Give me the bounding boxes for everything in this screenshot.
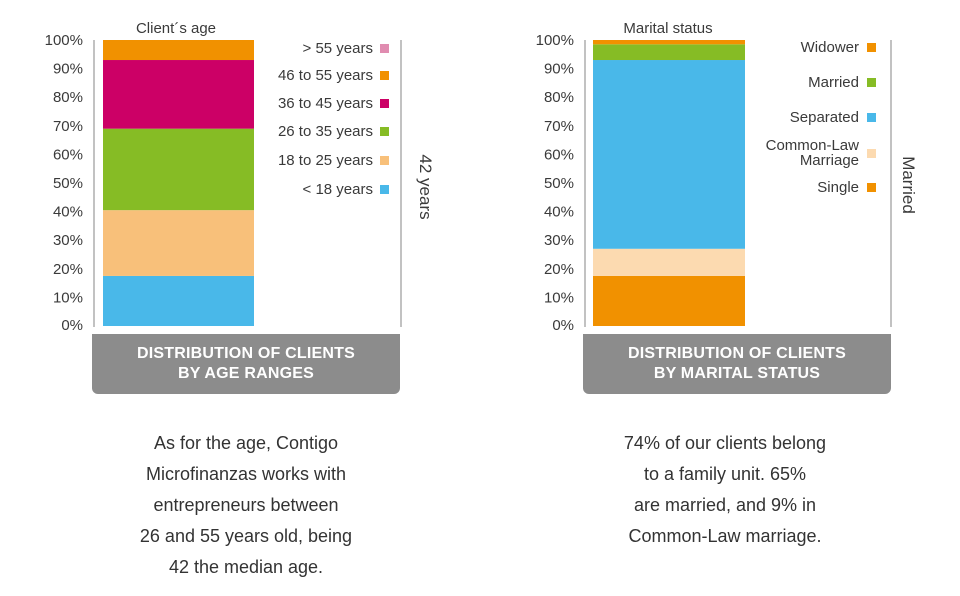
marital-y-tick-label: 10% [544, 289, 574, 306]
age-legend-label-55-years: > 55 years [303, 40, 373, 57]
age-y-tick-label: 50% [53, 175, 83, 192]
age-legend-label-18-years: < 18 years [303, 181, 373, 198]
age-y-tick-label: 60% [53, 146, 83, 163]
marital-y-tick-label: 40% [544, 204, 574, 221]
age-legend-swatch-26-to-35-years [380, 127, 389, 136]
marital-y-tick-label: 80% [544, 89, 574, 106]
age-y-tick-label: 70% [53, 118, 83, 135]
age-bar-segment-18-years [103, 275, 254, 326]
marital-legend-label-widower: Widower [801, 39, 859, 56]
marital-note-line: Common-Law marriage. [628, 526, 822, 546]
marital-y-tick-label: 90% [544, 61, 574, 78]
marital-banner: DISTRIBUTION OF CLIENTS BY MARITAL STATU… [583, 334, 891, 394]
marital-note: 74% of our clients belong to a family un… [575, 428, 875, 552]
marital-y-tick-label: 60% [544, 146, 574, 163]
age-banner-line2: BY AGE RANGES [178, 365, 314, 382]
marital-bar-segment-common-law-marriage [593, 248, 745, 276]
marital-legend-swatch-widower [867, 43, 876, 52]
age-bar-segment-46-to-55-years [103, 40, 254, 61]
marital-bar-segment-widower [593, 40, 745, 45]
age-legend-label-46-to-55-years: 46 to 55 years [278, 67, 373, 84]
age-bar-segment-36-to-45-years [103, 60, 254, 129]
age-y-tick-label: 20% [53, 261, 83, 278]
age-bar-segment-26-to-35-years [103, 128, 254, 211]
marital-y-tick-label: 30% [544, 232, 574, 249]
age-y-tick-label: 0% [61, 317, 83, 330]
marital-note-line: to a family unit. 65% [643, 464, 807, 484]
age-y-tick-label: 90% [53, 61, 83, 78]
age-legend-label-18-to-25-years: 18 to 25 years [278, 152, 373, 169]
age-legend-swatch-36-to-45-years [380, 99, 389, 108]
age-y-tick-label: 40% [53, 204, 83, 221]
age-chart: Client´s age 0% 10% 20% 30% 40% 50% 60% 70% 80% 90… [45, 20, 435, 330]
marital-chart: Marital status 0% 10% 20% 30% 40% 50% 60% 70% 80%… [536, 20, 918, 330]
age-legend-swatch-46-to-55-years [380, 71, 389, 80]
age-y-tick-label: 30% [53, 232, 83, 249]
marital-y-tick-label: 0% [552, 317, 574, 330]
age-panel: Client´s age 0% 10% 20% 30% 40% 50% 60% 70% 80% 90… [45, 20, 435, 583]
marital-bar-segment-separated [593, 60, 745, 249]
marital-bar-segment-married [593, 44, 745, 61]
age-note-line: 26 and 55 years old, being [139, 526, 353, 546]
age-note-line: As for the age, Contigo [153, 433, 339, 453]
age-chart-title: Client´s age [136, 20, 216, 37]
marital-note-line: are married, and 9% in [633, 495, 817, 515]
age-bar-segment-18-to-25-years [103, 210, 254, 276]
marital-legend-swatch-married [867, 78, 876, 87]
marital-banner-line1: DISTRIBUTION OF CLIENTS [628, 345, 846, 362]
age-legend-swatch-18-to-25-years [380, 156, 389, 165]
age-y-tick-label: 100% [45, 32, 83, 49]
age-banner: DISTRIBUTION OF CLIENTS BY AGE RANGES [92, 334, 400, 394]
marital-note-line: 74% of our clients belong [623, 433, 827, 453]
age-y-tick-label: 80% [53, 89, 83, 106]
marital-side-label: Married [899, 156, 918, 214]
age-legend-swatch-18-years [380, 185, 389, 194]
marital-y-tick-label: 20% [544, 261, 574, 278]
age-legend-label-36-to-45-years: 36 to 45 years [278, 95, 373, 112]
marital-chart-title: Marital status [623, 20, 712, 37]
marital-banner-line2: BY MARITAL STATUS [653, 365, 821, 382]
marital-y-tick-label: 50% [544, 175, 574, 192]
marital-legend-label-single: Single [817, 179, 859, 196]
marital-panel: Marital status 0% 10% 20% 30% 40% 50% 60% 70% 80%… [480, 0, 960, 596]
age-note-line: entrepreneurs between [153, 495, 339, 515]
age-banner-line1: DISTRIBUTION OF CLIENTS [137, 345, 355, 362]
marital-y-tick-label: 100% [536, 32, 574, 49]
age-note: As for the age, Contigo Microfinanzas wo… [96, 428, 396, 583]
marital-legend-label-common-law-marriage: Common-Law Marriage [766, 137, 860, 169]
marital-legend-label-separated: Separated [790, 109, 859, 126]
age-note-line: Microfinanzas works with [145, 464, 347, 484]
marital-legend-label-married: Married [808, 74, 859, 91]
age-legend-swatch-55-years [380, 44, 389, 53]
marital-legend-swatch-common-law-marriage [867, 149, 876, 158]
age-legend-label-26-to-35-years: 26 to 35 years [278, 123, 373, 140]
age-side-label: 42 years [416, 154, 435, 219]
marital-legend-swatch-single [867, 183, 876, 192]
age-note-line: 42 the median age. [168, 557, 324, 577]
marital-y-tick-label: 70% [544, 118, 574, 135]
marital-legend-swatch-separated [867, 113, 876, 122]
marital-bar-segment-single [593, 275, 745, 326]
age-y-tick-label: 10% [53, 289, 83, 306]
